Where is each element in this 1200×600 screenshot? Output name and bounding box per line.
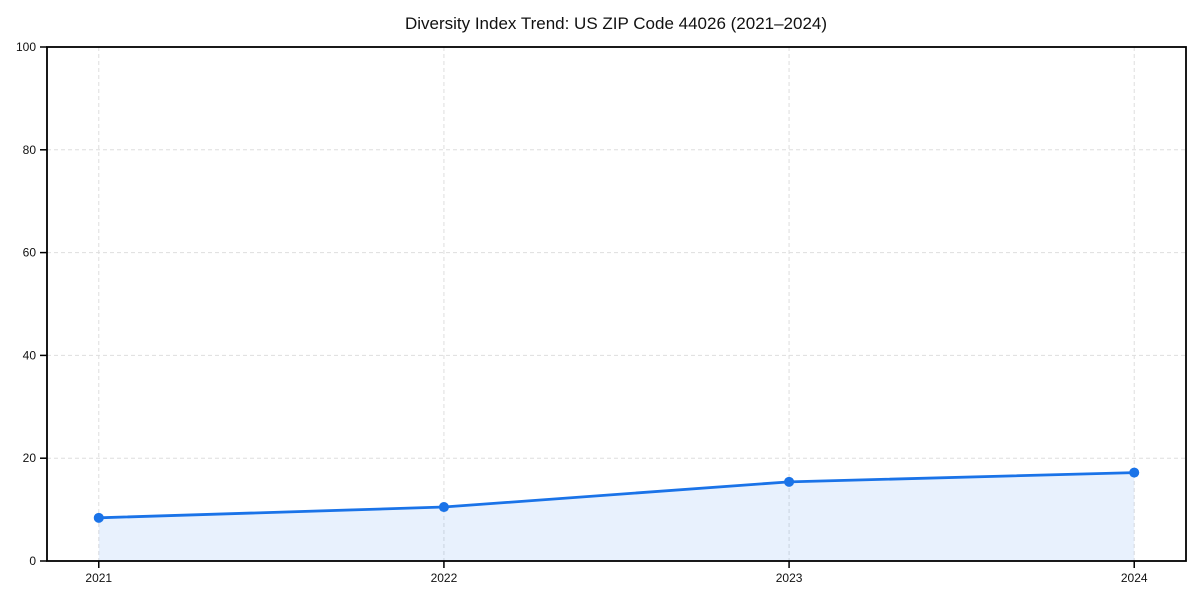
x-tick-label: 2023: [776, 571, 803, 585]
x-tick-label: 2024: [1121, 571, 1148, 585]
x-tick-label: 2022: [431, 571, 458, 585]
y-tick-label: 60: [23, 246, 37, 260]
data-point-marker: [1129, 467, 1140, 478]
y-tick-label: 0: [29, 554, 36, 568]
plot-area: 0 20 40 60 80 100 2021 2022 2023 2024: [16, 40, 1187, 585]
y-tick-label: 100: [16, 40, 36, 54]
data-point-marker: [93, 512, 104, 523]
plot-frame: [46, 46, 1187, 562]
trend-line: [97, 471, 1136, 520]
data-point-marker: [784, 476, 795, 487]
y-tick-label: 20: [23, 451, 37, 465]
y-tick-label: 80: [23, 143, 37, 157]
x-tick-label: 2021: [85, 571, 112, 585]
chart-title: Diversity Index Trend: US ZIP Code 44026…: [405, 14, 827, 33]
y-tick-label: 40: [23, 348, 37, 362]
data-point-marker: [438, 502, 449, 513]
area-fill: [98, 472, 1135, 561]
